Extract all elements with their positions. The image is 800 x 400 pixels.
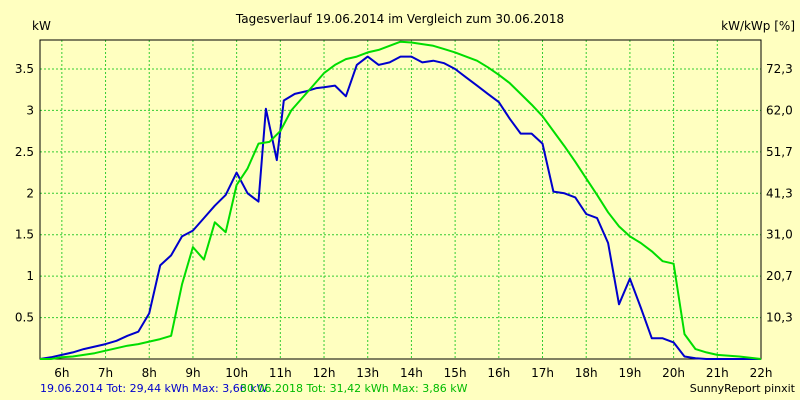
x-tick-label: 8h: [142, 366, 157, 380]
y-tick-label-right: 10,3: [766, 311, 793, 325]
x-tick-label: 10h: [225, 366, 248, 380]
plot-frame: [39, 39, 762, 360]
y-axis-label-right: kW/kWp [%]: [721, 19, 795, 33]
tick-labels: 6h 7h 8h 9h 10h 11h 12h 13h 14h 15h 16h 17h 18h 19h 20…: [15, 62, 793, 380]
x-tick-label: 15h: [444, 366, 467, 380]
grid: [40, 40, 761, 359]
y-axis-label-left: kW: [32, 19, 51, 33]
y-tick-label-right: 41,3: [766, 186, 793, 200]
x-tick-label: 7h: [98, 366, 113, 380]
x-tick-label: 18h: [575, 366, 598, 380]
y-tick-label-right: 31,0: [766, 228, 793, 242]
x-tick-label: 12h: [313, 366, 336, 380]
y-tick-label-left: 2.5: [15, 145, 34, 159]
y-tick-label-right: 72,3: [766, 62, 793, 76]
x-tick-label: 20h: [662, 366, 685, 380]
x-tick-label: 6h: [54, 366, 69, 380]
y-tick-label-right: 20,7: [766, 269, 793, 283]
x-tick-label: 9h: [185, 366, 200, 380]
x-tick-label: 19h: [618, 366, 641, 380]
series-lines: [39, 40, 762, 360]
x-tick-label: 22h: [750, 366, 773, 380]
x-tick-label: 14h: [400, 366, 423, 380]
y-tick-label-left: 1.5: [15, 228, 34, 242]
y-tick-label-right: 62,0: [766, 103, 793, 117]
series-line-1: [39, 55, 761, 360]
chart-title: Tagesverlauf 19.06.2014 im Vergleich zum…: [235, 12, 564, 26]
legend-series-1: 19.06.2014 Tot: 29,44 kWh Max: 3,66 kW: [40, 382, 268, 395]
x-tick-label: 21h: [706, 366, 729, 380]
x-tick-label: 11h: [269, 366, 292, 380]
y-tick-label-left: 3: [26, 103, 34, 117]
brand-label: SunnyReport pinxit: [690, 382, 796, 395]
legend-series-2: 30.06.2018 Tot: 31,42 kWh Max: 3,86 kW: [240, 382, 468, 395]
x-tick-label: 17h: [531, 366, 554, 380]
series-line-2: [40, 40, 762, 360]
y-tick-label-left: 0.5: [15, 311, 34, 325]
y-tick-label-right: 51,7: [766, 145, 793, 159]
y-tick-label-left: 1: [26, 269, 34, 283]
y-tick-label-left: 2: [26, 186, 34, 200]
x-tick-label: 16h: [487, 366, 510, 380]
x-tick-label: 13h: [356, 366, 379, 380]
y-tick-label-left: 3.5: [15, 62, 34, 76]
